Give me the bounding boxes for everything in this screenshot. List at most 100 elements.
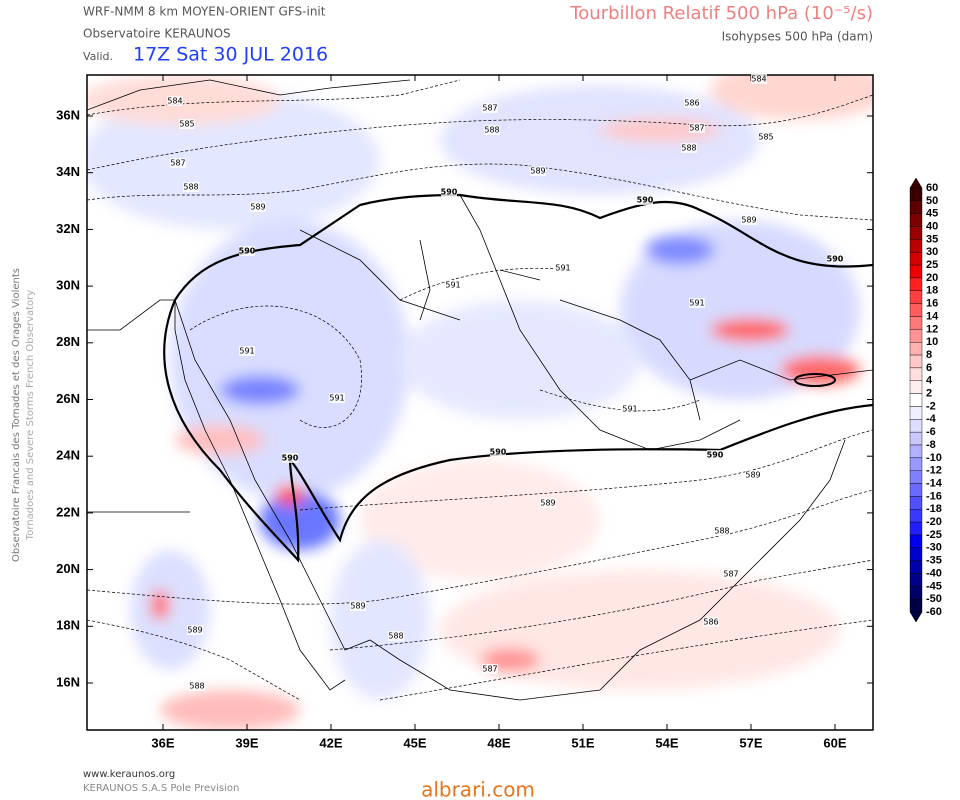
colorbar-segment: [909, 560, 923, 574]
colorbar-segment: [909, 213, 923, 227]
watermark: albrari.com: [421, 778, 535, 800]
colorbar-segment: [909, 496, 923, 510]
lon-label: 60E: [823, 735, 846, 750]
lon-label: 54E: [655, 735, 678, 750]
contour-label-bg: [170, 158, 186, 168]
contour-label: 590: [239, 247, 256, 256]
valid-prefix: Valid.: [83, 50, 113, 63]
contour-label: 590: [707, 451, 724, 460]
colorbar-segment: [909, 586, 923, 600]
colorbar-label: -8: [926, 439, 936, 451]
contour-label-bg: [637, 195, 653, 205]
contour-label: 590: [282, 454, 299, 463]
colorbar-label: -18: [926, 503, 942, 515]
contour-label-bg: [445, 280, 461, 290]
lon-label: 36E: [151, 735, 174, 750]
colorbar-label: -25: [926, 529, 942, 541]
contour-label: 589: [745, 471, 760, 480]
map-subtitle: Isohypses 500 hPa (dam): [722, 30, 873, 44]
colorbar-label: 4: [926, 375, 933, 387]
contour-label: 586: [684, 99, 699, 108]
contour-label: 591: [689, 299, 704, 308]
contour-label-bg: [745, 470, 761, 480]
colorbar-label: 16: [926, 298, 938, 310]
colorbar-label: -30: [926, 542, 942, 554]
colorbar-label: 2: [926, 388, 932, 400]
colorbar-segment: [909, 226, 923, 240]
contour-label-bg: [530, 166, 546, 176]
contour-label-bg: [555, 263, 571, 273]
contour-590: [163, 193, 873, 563]
contour-label: 589: [530, 167, 545, 176]
contour-label: 591: [622, 405, 637, 414]
contour-label-bg: [250, 202, 266, 212]
colorbar-segment: [909, 457, 923, 471]
contour-label: 589: [741, 216, 756, 225]
colorbar-label: 8: [926, 349, 932, 361]
colorbar-label: -16: [926, 490, 942, 502]
colorbar-label: 20: [926, 272, 938, 284]
map-title: Tourbillon Relatif 500 hPa (10⁻⁵/s): [569, 3, 873, 24]
model-text: WRF-NMM 8 km MOYEN-ORIENT GFS-init: [83, 5, 326, 19]
colorbar-segment: [909, 264, 923, 279]
colorbar-label: -20: [926, 516, 942, 528]
colorbar-segment: [909, 599, 923, 613]
lat-label: 34N: [56, 164, 80, 179]
contour-label: 587: [170, 159, 185, 168]
colorbar-label: 60: [926, 182, 938, 194]
colorbar-end: [909, 177, 923, 189]
side-text: Observatoire Francais des Tornades et de…: [11, 268, 22, 562]
contour-label-bg: [490, 447, 506, 457]
colorbar-label: 35: [926, 233, 938, 245]
colorbar-label: -12: [926, 465, 942, 477]
lat-label: 16N: [56, 674, 80, 689]
colorbar-segment: [909, 316, 923, 330]
colorbar-label: -2: [926, 400, 936, 412]
contour-label-bg: [484, 125, 500, 135]
lat-label: 20N: [56, 561, 80, 576]
lat-label: 28N: [56, 334, 80, 349]
contour-label-bg: [714, 526, 730, 536]
side-text: Tornadoes and Severe Storms French Obser…: [25, 290, 36, 541]
colorbar-segment: [909, 342, 923, 356]
contour-label-bg: [388, 631, 404, 641]
colorbar-segment: [909, 419, 923, 433]
colorbar-label: -35: [926, 555, 942, 567]
lon-label: 39E: [235, 735, 258, 750]
contour-label: 587: [482, 104, 497, 113]
valid-time: 17Z Sat 30 JUL 2016: [133, 44, 328, 66]
contour-label-bg: [827, 254, 843, 264]
colorbar-label: 45: [926, 208, 938, 220]
contour-label: 588: [183, 183, 198, 192]
lon-label: 42E: [319, 735, 342, 750]
contour-label-bg: [684, 98, 700, 108]
colorbar-segment: [909, 290, 923, 304]
contour-label: 585: [758, 133, 773, 142]
colorbar-segment: [909, 354, 923, 369]
colorbar-label: 40: [926, 220, 938, 232]
contour-label: 587: [689, 124, 704, 133]
lat-label: 24N: [56, 448, 80, 463]
map-field: [87, 75, 873, 730]
colorbar-label: 14: [926, 310, 939, 322]
contour-590: [794, 373, 836, 387]
colorbar-label: 10: [926, 336, 938, 348]
colorbar-segment: [909, 277, 923, 292]
contour-label: 591: [329, 394, 344, 403]
colorbar-label: -50: [926, 593, 942, 605]
colorbar-label: -6: [926, 426, 936, 438]
colorbar-label: -60: [926, 606, 942, 618]
contour-label: 588: [681, 144, 696, 153]
contour-label: 590: [490, 448, 507, 457]
lat-label: 22N: [56, 504, 80, 519]
contour-label-bg: [681, 143, 697, 153]
colorbar-segment: [909, 573, 923, 587]
contour-label: 589: [540, 499, 555, 508]
contour-label: 587: [723, 570, 738, 579]
colorbar-segment: [909, 470, 923, 484]
contour-label-bg: [622, 404, 638, 414]
contour-label-bg: [179, 119, 195, 129]
colorbar-segment: [909, 547, 923, 561]
lat-label: 26N: [56, 391, 80, 406]
